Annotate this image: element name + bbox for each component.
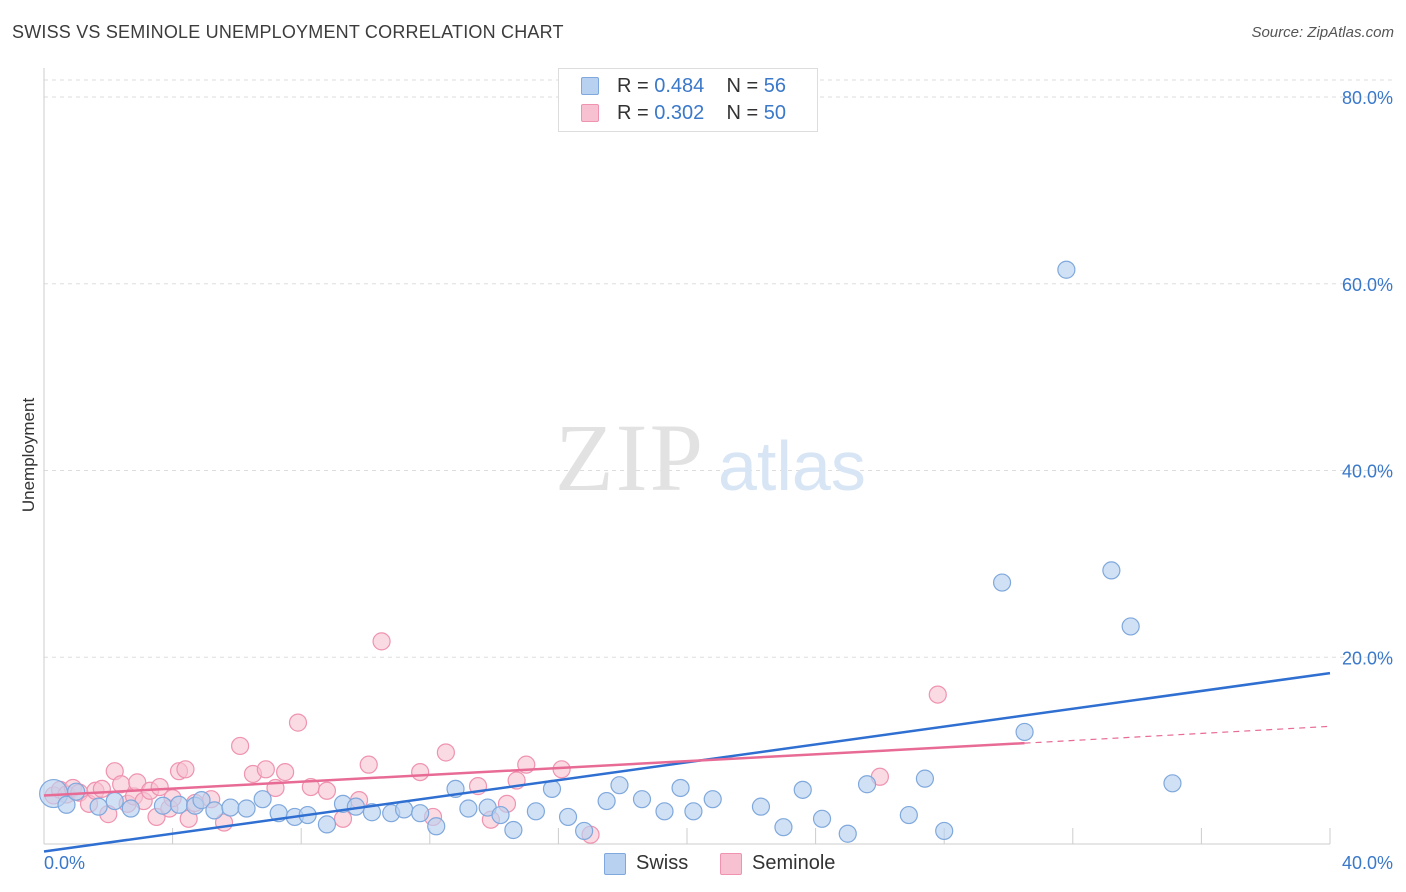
y-tick-label: 20.0% xyxy=(1342,648,1393,668)
seminole-point xyxy=(436,743,455,762)
correlation-legend: R = 0.484 N = 56 R = 0.302 N = 50 xyxy=(558,68,818,132)
y-tick-label: 60.0% xyxy=(1342,275,1393,295)
seminole-r-label: R = xyxy=(617,102,655,124)
seminole-point xyxy=(150,777,169,797)
swiss-point xyxy=(221,798,240,817)
watermark: ZIP atlas xyxy=(555,404,866,511)
seminole-r-value: 0.302 xyxy=(654,102,705,124)
seminole-point xyxy=(176,760,195,779)
swiss-r-label: R = xyxy=(617,75,655,97)
swiss-point xyxy=(205,801,224,820)
y-axis-label: Unemployment xyxy=(19,398,38,513)
swiss-point xyxy=(838,824,857,843)
swiss-point xyxy=(610,776,629,795)
swiss-point xyxy=(992,573,1012,592)
swiss-point xyxy=(57,795,76,814)
seminole-swatch xyxy=(581,104,599,122)
swiss-point xyxy=(1015,722,1034,742)
y-tick-label: 80.0% xyxy=(1342,88,1393,108)
seminole-n-label: N = xyxy=(726,102,764,124)
swiss-swatch xyxy=(581,77,599,95)
watermark-atlas: atlas xyxy=(718,427,866,505)
swiss-point xyxy=(317,815,337,834)
seminole-point xyxy=(92,779,111,799)
swiss-point xyxy=(632,790,652,809)
swiss-point xyxy=(411,804,430,823)
watermark-zip: ZIP xyxy=(555,404,705,511)
swiss-point xyxy=(1057,260,1076,279)
seminole-point xyxy=(231,736,250,756)
swiss-point xyxy=(237,799,256,818)
tick-labels: 20.0% 40.0% 60.0% 80.0% 0.0% 40.0% xyxy=(44,88,1393,873)
swiss-point xyxy=(774,818,793,837)
swiss-point xyxy=(67,782,86,801)
swiss-point xyxy=(362,803,382,822)
swiss-n-label: N = xyxy=(726,75,764,97)
swiss-point xyxy=(703,790,722,809)
seminole-point xyxy=(276,763,295,782)
swiss-point xyxy=(857,775,877,794)
trend-lines xyxy=(43,671,1331,853)
x-tick-label: 40.0% xyxy=(1342,853,1393,873)
swiss-point xyxy=(915,769,935,788)
bottom-seminole-label: Seminole xyxy=(752,852,836,874)
bottom-seminole-swatch xyxy=(720,853,742,875)
chart-title: SWISS VS SEMINOLE UNEMPLOYMENT CORRELATI… xyxy=(12,22,564,42)
swiss-point xyxy=(504,820,523,840)
source-label: Source: ZipAtlas.com xyxy=(1251,24,1394,41)
swiss-point xyxy=(121,799,140,818)
seminole-trend-extension xyxy=(1024,725,1331,744)
swiss-point xyxy=(935,821,954,841)
swiss-point xyxy=(655,802,674,821)
swiss-points xyxy=(39,260,1182,843)
swiss-point xyxy=(105,791,124,811)
seminole-n-value: 50 xyxy=(763,102,787,124)
grid-lines xyxy=(44,79,1392,658)
swiss-point xyxy=(684,802,703,821)
swiss-point xyxy=(491,805,510,825)
swiss-point xyxy=(793,780,812,799)
x-tick-label: 0.0% xyxy=(44,853,85,873)
swiss-n-value: 56 xyxy=(763,75,787,97)
swiss-r-value: 0.484 xyxy=(654,75,705,97)
swiss-point xyxy=(192,791,211,810)
swiss-point xyxy=(253,790,272,809)
y-tick-label: 40.0% xyxy=(1342,462,1393,482)
swiss-point xyxy=(169,795,189,814)
seminole-point xyxy=(359,755,378,774)
seminole-point xyxy=(372,632,391,651)
swiss-point xyxy=(427,817,446,836)
swiss-point xyxy=(1163,774,1182,793)
swiss-point xyxy=(899,805,918,825)
swiss-point xyxy=(153,796,173,815)
bottom-swiss-label: Swiss xyxy=(636,852,689,874)
seminole-trend-line xyxy=(43,741,1025,797)
swiss-point xyxy=(526,802,545,821)
swiss-point xyxy=(1102,561,1121,580)
bottom-swiss-swatch xyxy=(604,853,626,875)
swiss-point xyxy=(751,797,771,816)
seminole-point xyxy=(288,713,308,732)
swiss-point xyxy=(89,797,108,816)
seminole-point xyxy=(928,685,947,704)
swiss-point xyxy=(597,791,616,811)
swiss-point xyxy=(671,778,690,798)
seminole-point xyxy=(317,781,337,800)
swiss-point xyxy=(558,807,578,827)
swiss-point xyxy=(575,821,594,841)
swiss-point xyxy=(1121,617,1140,636)
seminole-point xyxy=(256,760,275,779)
seminole-point xyxy=(411,763,430,782)
swiss-point xyxy=(812,809,832,828)
swiss-point xyxy=(459,799,478,818)
